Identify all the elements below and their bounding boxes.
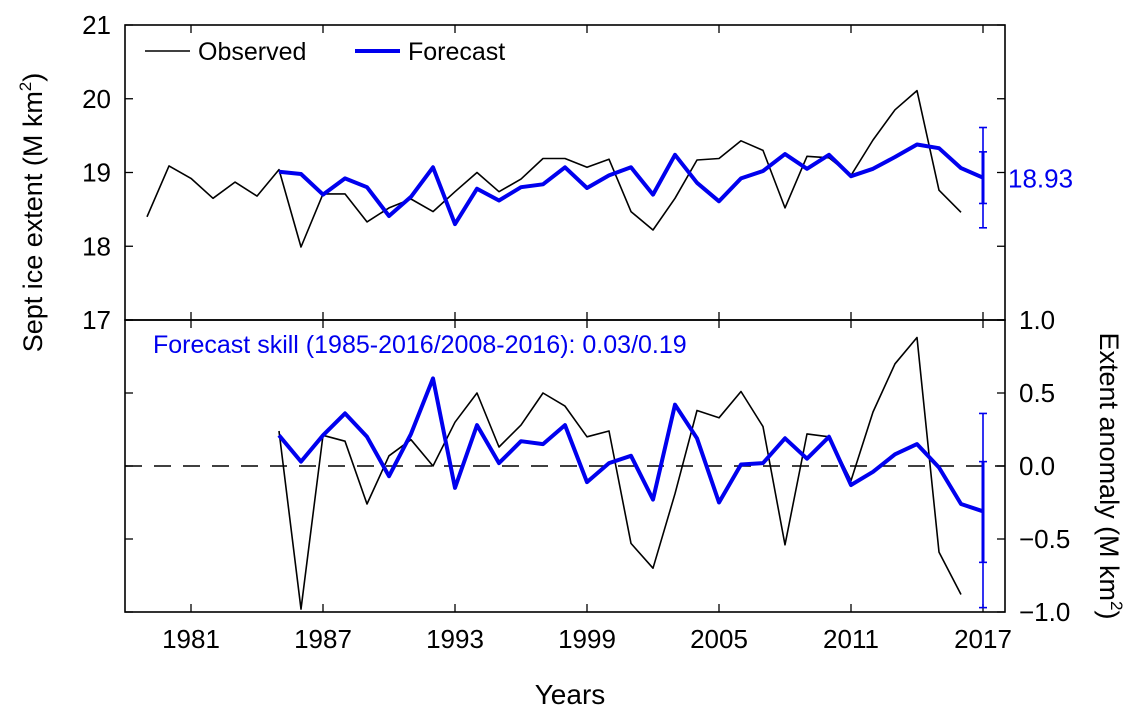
top-y-tick-label: 17: [82, 305, 111, 335]
legend: Observed Forecast: [145, 38, 505, 66]
y-axis-label-close: ): [18, 73, 48, 82]
bottom-y-tick-label: 1.0: [1019, 305, 1055, 335]
top-series-observed-line: [146, 89, 962, 248]
top-y-tick-label: 21: [82, 10, 111, 40]
x-tick-label: 2017: [954, 624, 1012, 654]
bottom-error-bar: [979, 412, 987, 609]
bottom-series-forecast-line: [277, 376, 984, 514]
bottom-y-tick-label: 0.0: [1019, 451, 1055, 481]
x-tick-label: 2011: [823, 624, 879, 654]
y-axis-label-text: Extent anomaly (M km: [1094, 332, 1124, 601]
forecast-value-label: 18.93: [1008, 164, 1073, 194]
top-y-tick-label: 20: [82, 84, 111, 114]
top-plot-frame: [124, 24, 1006, 321]
bottom-y-tick-label: −1.0: [1019, 597, 1070, 627]
x-tick-label: 1981: [162, 624, 220, 654]
legend-label: Observed: [198, 38, 306, 66]
bottom-y-tick-label: −0.5: [1019, 524, 1070, 554]
y-axis-label-superscript: 2: [1107, 601, 1126, 610]
top-series-forecast-line: [278, 142, 984, 227]
legend-entry-observed: Observed: [145, 38, 306, 66]
top-y-tick-label: 19: [82, 158, 111, 188]
x-axis-label: Years: [535, 679, 606, 710]
bottom-y-tick-label: 0.5: [1019, 378, 1055, 408]
y-axis-label-superscript: 2: [16, 82, 35, 91]
x-tick-label: 1993: [426, 624, 484, 654]
top-y-axis-label: Sept ice extent (M km2): [16, 73, 48, 353]
y-axis-label-text: Sept ice extent (M km: [18, 91, 48, 352]
x-tick-label: 1987: [294, 624, 352, 654]
bottom-series-observed-line: [278, 336, 962, 610]
top-y-tick-label: 18: [82, 231, 111, 261]
bottom-y-axis-label: Extent anomaly (M km2): [1094, 332, 1126, 619]
legend-entry-forecast: Forecast: [355, 38, 505, 66]
bottom-panel: 1981 1987 1993 1999 2005 2011 2017−1.0 −0.5 0.0 0…: [124, 305, 1126, 654]
forecast-skill-annotation: Forecast skill (1985-2016/2008-2016): 0.…: [153, 331, 687, 359]
x-tick-label: 1999: [558, 624, 616, 654]
legend-label: Forecast: [408, 38, 505, 66]
top-panel: 17 18 19 20 21 Sept ice extent (M km2) 18.93 Ob…: [16, 10, 1073, 352]
top-error-bar: 18.93: [979, 126, 1073, 229]
x-tick-label: 2005: [690, 624, 748, 654]
y-axis-label-close: ): [1094, 611, 1124, 620]
